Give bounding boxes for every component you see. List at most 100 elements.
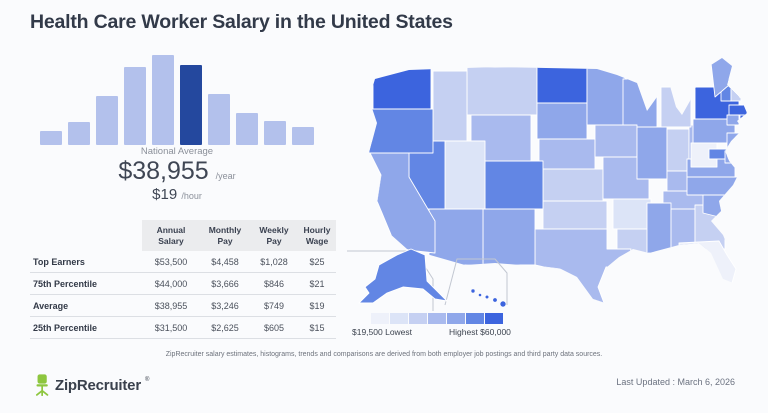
state-WA: [372, 66, 432, 110]
table-value-cell: $31,500: [142, 316, 200, 340]
table-value-cell: $3,666: [200, 272, 250, 296]
table-column-header: Annual Salary: [142, 220, 200, 252]
table-value-cell: $44,000: [142, 272, 200, 296]
table-value-cell: $749: [250, 294, 298, 318]
hourly-value: $19: [152, 186, 178, 203]
state-MT: [466, 66, 538, 116]
histogram-average-bar: [180, 65, 202, 145]
state-OK: [542, 200, 608, 230]
legend-swatch: [466, 313, 484, 324]
table-value-cell: $846: [250, 272, 298, 296]
state-ID: [432, 70, 468, 142]
table-row-label: 25th Percentile: [30, 316, 142, 340]
state-SC: [702, 194, 730, 218]
salary-histogram: [40, 55, 314, 145]
hourly-unit: /hour: [181, 191, 202, 201]
us-map-svg: [347, 58, 747, 311]
histogram-bar: [96, 96, 118, 145]
state-AR: [612, 198, 652, 230]
table-row: Average $38,955 $3,246 $749 $19: [30, 294, 336, 318]
state-OR: [369, 108, 434, 154]
state-NC: [686, 176, 740, 196]
ziprecruiter-logo: ZipRecruiter ®: [34, 374, 149, 396]
legend-swatch: [485, 313, 503, 324]
state-IA: [594, 124, 638, 158]
state-HI-island: [484, 294, 490, 300]
histogram-bar: [40, 131, 62, 145]
table-value-cell: $4,458: [200, 251, 250, 274]
state-NH: [730, 76, 742, 102]
state-IL: [636, 126, 668, 180]
histogram-bar: [124, 67, 146, 145]
legend-swatch: [371, 313, 389, 324]
table-value-cell: $21: [298, 272, 336, 296]
annual-value: $38,955: [118, 157, 209, 185]
table-header-row: Annual Salary Monthly Pay Weekly Pay Hourly…: [30, 220, 336, 252]
table-value-cell: $53,500: [142, 251, 200, 274]
state-CO: [484, 160, 544, 210]
table-column-header: Weekly Pay: [250, 220, 298, 252]
state-AZ: [428, 208, 484, 266]
state-KS: [542, 168, 604, 202]
state-MI: [660, 86, 692, 128]
table-value-cell: $2,625: [200, 316, 250, 340]
inset-divider-line: [444, 258, 508, 306]
national-average-annual: $38,955 /year: [40, 157, 314, 186]
salary-percentile-table: Annual Salary Monthly Pay Weekly Pay Hourly…: [30, 220, 336, 340]
state-ND: [536, 66, 588, 104]
page-title: Health Care Worker Salary in the United …: [30, 11, 453, 33]
table-value-cell: $15: [298, 316, 336, 340]
histogram-bar: [152, 55, 174, 145]
table-value-cell: $25: [298, 251, 336, 274]
national-average-hourly: $19 /hour: [40, 186, 314, 203]
table-row-label: 75th Percentile: [30, 272, 142, 296]
state-NM: [482, 208, 536, 266]
table-column-header: Monthly Pay: [200, 220, 250, 252]
legend-swatch: [447, 313, 465, 324]
histogram-bar: [236, 113, 258, 145]
state-MS: [646, 202, 672, 254]
table-value-cell: $38,955: [142, 294, 200, 318]
state-HI-island: [470, 288, 476, 294]
table-value-cell: $19: [298, 294, 336, 318]
histogram-bar: [68, 122, 90, 145]
legend-highest-label: Highest $60,000: [449, 327, 511, 337]
map-legend-swatches: [371, 313, 503, 324]
state-IN: [666, 128, 690, 172]
table-row: Top Earners $53,500 $4,458 $1,028 $25: [30, 251, 336, 274]
histogram-bar: [208, 94, 230, 145]
table-value-cell: $1,028: [250, 251, 298, 274]
table-row: 75th Percentile $44,000 $3,666 $846 $21: [30, 272, 336, 296]
state-FL: [678, 240, 737, 284]
legend-swatch: [428, 313, 446, 324]
state-DE: [724, 150, 734, 164]
state-WI: [622, 78, 658, 128]
table-row-label: Top Earners: [30, 251, 142, 274]
state-NJ: [726, 132, 740, 154]
national-average-label: National Average: [140, 146, 214, 157]
legend-swatch: [409, 313, 427, 324]
data-source-disclaimer: ZipRecruiter salary estimates, histogram…: [165, 351, 603, 358]
histogram-bar: [292, 127, 314, 145]
last-updated-text: Last Updated : March 6, 2026: [616, 377, 735, 387]
table-row-label: Average: [30, 294, 142, 318]
state-CT: [726, 114, 740, 126]
ziprecruiter-chair-icon: [35, 374, 49, 396]
state-AK: [358, 248, 448, 304]
registered-mark: ®: [144, 377, 150, 383]
state-AL: [670, 208, 696, 252]
state-HI-island: [478, 293, 482, 297]
state-MD: [708, 148, 728, 160]
state-MA: [728, 104, 747, 116]
table-row: 25th Percentile $31,500 $2,625 $605 $15: [30, 316, 336, 340]
table-corner-cell: [30, 220, 142, 251]
state-SD: [536, 102, 588, 140]
histogram-bar: [264, 121, 286, 145]
annual-unit: /year: [215, 171, 236, 181]
legend-swatch: [390, 313, 408, 324]
state-NE: [538, 138, 596, 170]
brand-name: ZipRecruiter: [55, 376, 141, 394]
state-UT: [444, 140, 486, 210]
table-value-cell: $605: [250, 316, 298, 340]
